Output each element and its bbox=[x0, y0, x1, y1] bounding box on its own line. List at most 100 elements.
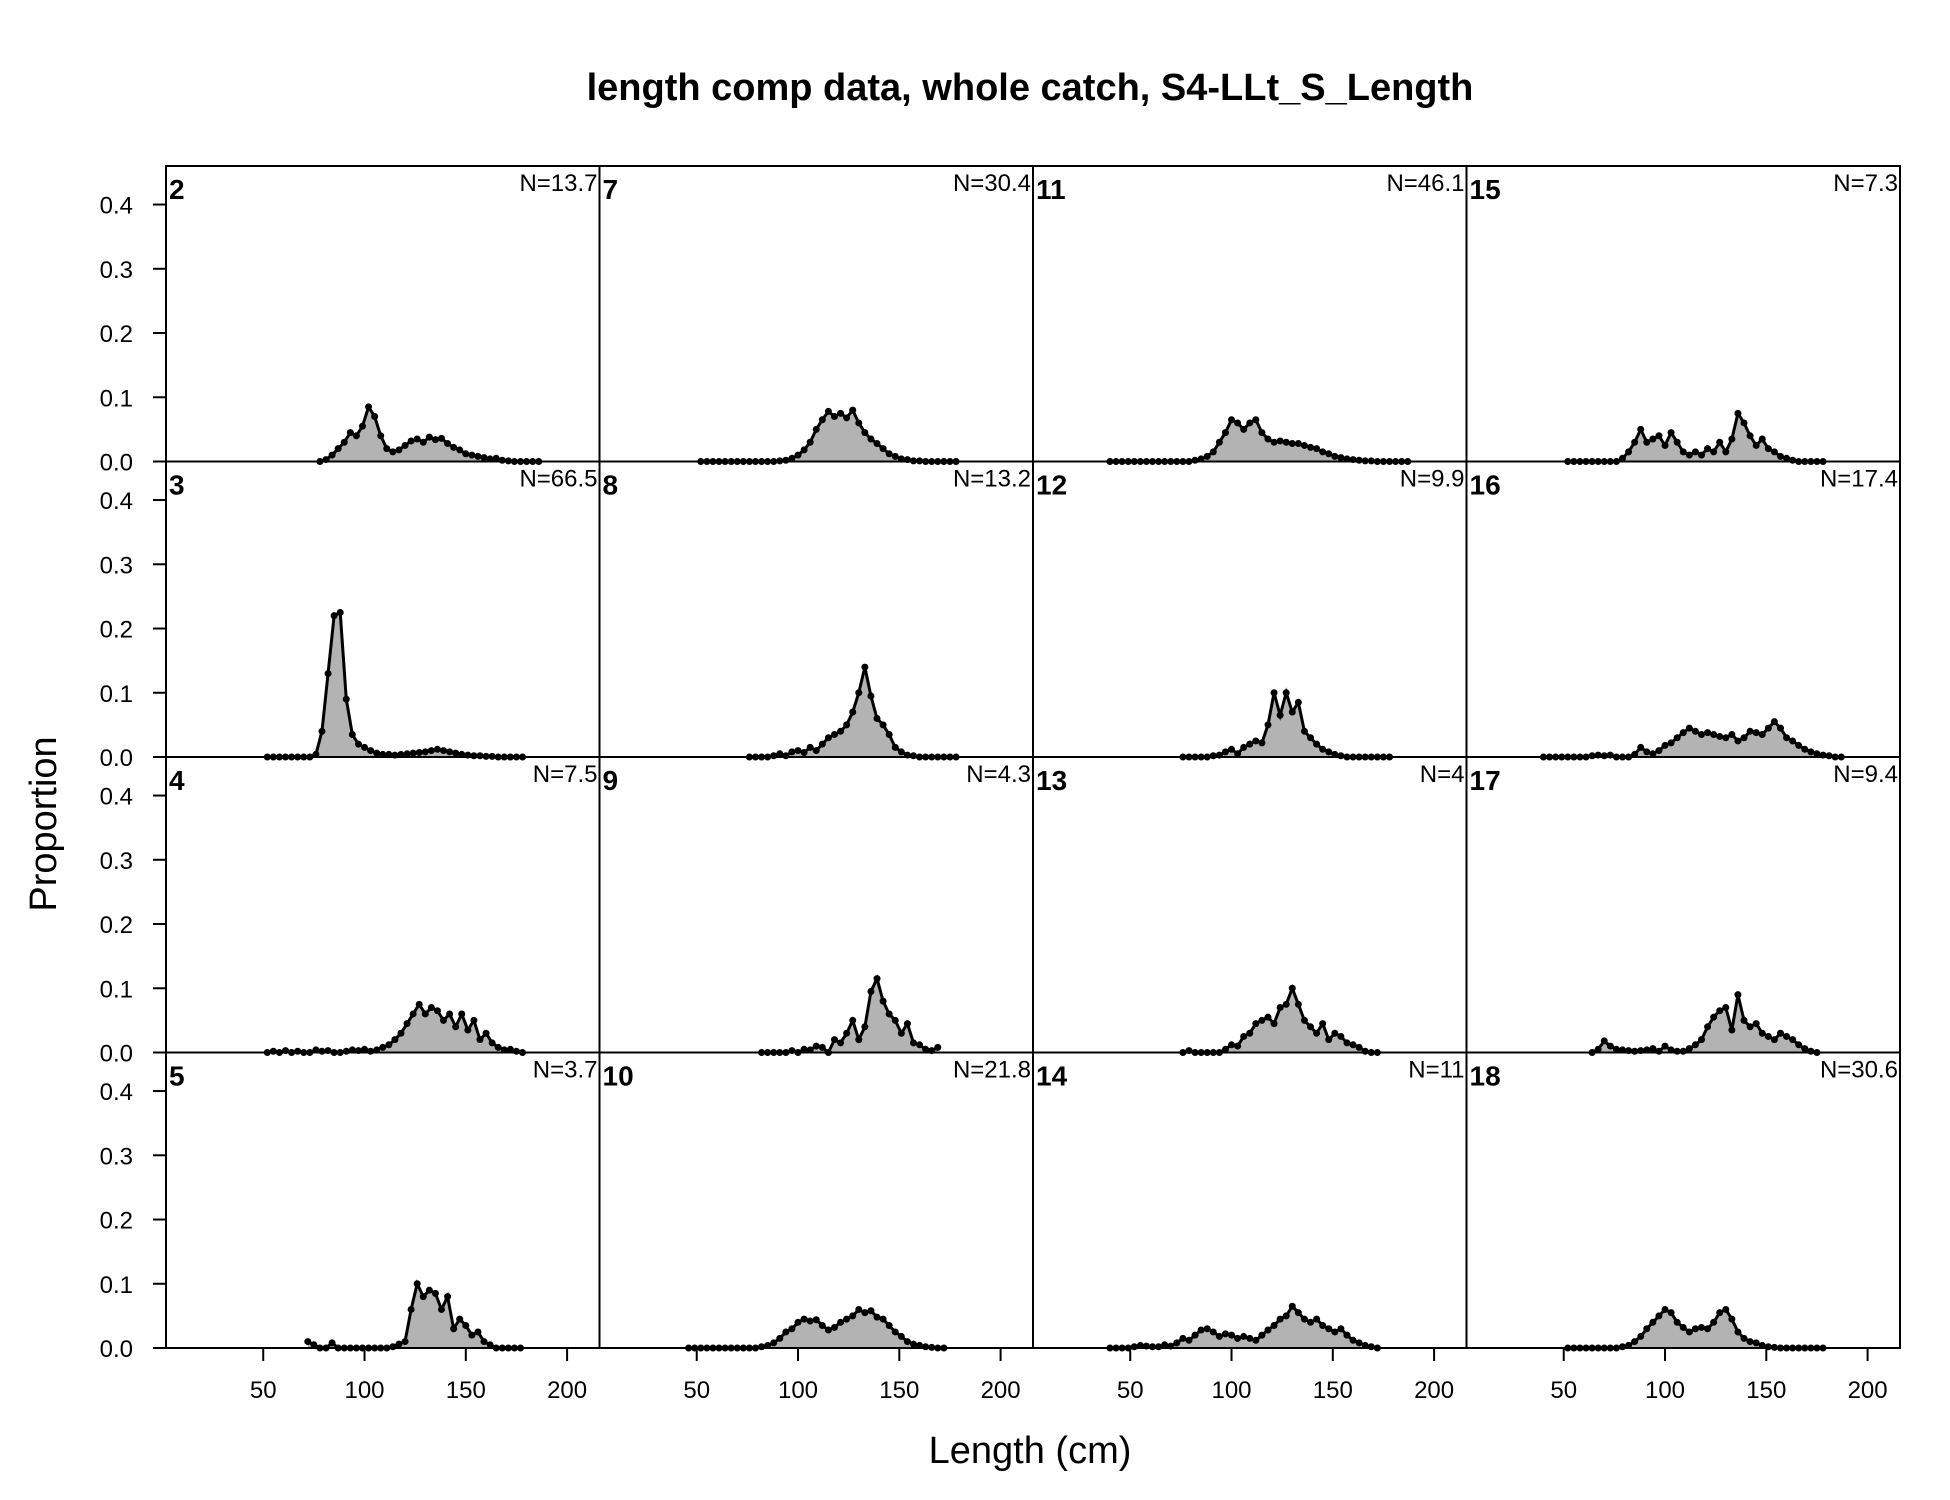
data-point bbox=[837, 1318, 845, 1326]
data-point bbox=[782, 1328, 790, 1336]
data-point bbox=[1752, 729, 1760, 737]
data-point bbox=[1716, 1007, 1724, 1015]
panel-area bbox=[1182, 988, 1378, 1053]
data-point bbox=[401, 1338, 409, 1346]
data-point bbox=[800, 1315, 808, 1323]
data-point bbox=[403, 750, 411, 758]
data-point bbox=[1770, 1036, 1778, 1044]
data-point bbox=[1264, 1013, 1272, 1021]
data-point bbox=[1240, 425, 1248, 433]
data-point bbox=[470, 752, 478, 760]
data-point bbox=[1264, 721, 1272, 729]
panel-3: 3 N=66.5 0.0 0.1 0.2 0.3 0.4 bbox=[100, 460, 601, 772]
data-point bbox=[1258, 739, 1266, 747]
panel-frame bbox=[598, 165, 1034, 463]
data-point bbox=[340, 438, 348, 446]
data-point bbox=[1149, 1343, 1157, 1351]
data-point bbox=[1606, 1042, 1614, 1050]
data-point bbox=[849, 708, 857, 716]
data-point bbox=[1697, 1323, 1705, 1331]
panel-line bbox=[267, 610, 523, 759]
data-point bbox=[1221, 1045, 1229, 1053]
panel-area bbox=[1592, 994, 1817, 1053]
data-point bbox=[358, 422, 366, 430]
data-point bbox=[891, 743, 899, 751]
data-point bbox=[855, 1305, 863, 1313]
data-point bbox=[365, 403, 373, 411]
data-point bbox=[1234, 419, 1242, 427]
data-point bbox=[324, 669, 332, 677]
data-point bbox=[1740, 1016, 1748, 1024]
data-point bbox=[1783, 734, 1791, 742]
data-point bbox=[1746, 432, 1754, 440]
panel-n-label: N=46.1 bbox=[1386, 170, 1464, 197]
data-point bbox=[383, 445, 391, 453]
panel-n-label: N=11 bbox=[1408, 1057, 1464, 1084]
data-point bbox=[494, 1043, 502, 1051]
data-point bbox=[867, 692, 875, 700]
data-point bbox=[782, 752, 790, 760]
data-point bbox=[1276, 1315, 1284, 1323]
data-point bbox=[304, 1338, 312, 1346]
data-point bbox=[867, 987, 875, 995]
data-point bbox=[1789, 1036, 1797, 1044]
panel-area bbox=[1109, 419, 1408, 462]
data-point bbox=[480, 1338, 488, 1346]
data-point bbox=[1313, 445, 1321, 453]
data-point bbox=[824, 734, 832, 742]
data-point bbox=[419, 438, 427, 446]
data-point bbox=[1294, 698, 1302, 706]
y-tick-label: 0.0 bbox=[100, 745, 133, 772]
data-point bbox=[1221, 748, 1229, 756]
data-point bbox=[788, 1325, 796, 1333]
data-point bbox=[328, 451, 336, 459]
data-point bbox=[776, 1334, 784, 1342]
data-point bbox=[1667, 429, 1675, 437]
data-point bbox=[419, 1293, 427, 1301]
panel-frame bbox=[165, 1051, 601, 1349]
data-point bbox=[294, 1047, 302, 1055]
data-point bbox=[1307, 1023, 1315, 1031]
panel-17: 17 N=9.4 bbox=[1465, 756, 1901, 1056]
data-point bbox=[1270, 1020, 1278, 1028]
data-point bbox=[788, 748, 796, 756]
data-point bbox=[1288, 708, 1296, 716]
data-point bbox=[794, 747, 802, 755]
data-point bbox=[1282, 1000, 1290, 1008]
data-point bbox=[1313, 1029, 1321, 1037]
data-point bbox=[1307, 734, 1315, 742]
x-tick-label: 100 bbox=[1645, 1377, 1685, 1404]
data-point bbox=[1252, 416, 1260, 424]
data-point bbox=[1209, 448, 1217, 456]
y-tick-label: 0.3 bbox=[100, 1143, 133, 1170]
x-tick-label: 50 bbox=[250, 1377, 277, 1404]
data-point bbox=[476, 752, 484, 760]
data-point bbox=[1294, 1000, 1302, 1008]
data-point bbox=[1631, 1047, 1639, 1055]
data-point bbox=[1270, 438, 1278, 446]
data-point bbox=[1246, 740, 1254, 748]
data-point bbox=[1783, 454, 1791, 462]
data-point bbox=[1276, 437, 1284, 445]
data-point bbox=[824, 407, 832, 415]
data-point bbox=[318, 1047, 326, 1055]
panel-label: 4 bbox=[169, 765, 185, 796]
data-point bbox=[452, 749, 460, 757]
y-tick-label: 0.2 bbox=[100, 321, 133, 348]
data-point bbox=[1691, 1325, 1699, 1333]
data-point bbox=[1661, 441, 1669, 449]
panel-label: 2 bbox=[169, 174, 185, 205]
data-point bbox=[1234, 750, 1242, 758]
data-point bbox=[879, 445, 887, 453]
data-point bbox=[458, 1010, 466, 1018]
data-point bbox=[373, 749, 381, 757]
data-point bbox=[421, 1010, 429, 1018]
data-point bbox=[1325, 450, 1333, 458]
data-point bbox=[1661, 741, 1669, 749]
data-point bbox=[873, 440, 881, 448]
data-point bbox=[830, 413, 838, 421]
data-point bbox=[1276, 711, 1284, 719]
data-point bbox=[361, 1045, 369, 1053]
panel-n-label: N=4.3 bbox=[966, 761, 1031, 788]
data-point bbox=[1234, 1334, 1242, 1342]
